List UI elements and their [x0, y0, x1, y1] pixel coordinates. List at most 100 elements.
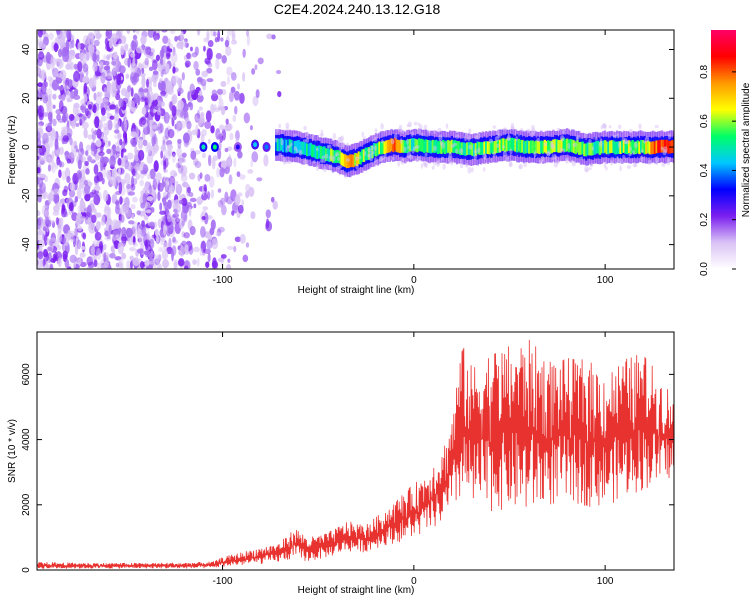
spectrogram-noise-cell [239, 92, 245, 104]
spectrogram-noise-cell [229, 132, 234, 141]
spectrogram-noise-cell [58, 169, 62, 179]
spectrogram-noise-cell [131, 213, 135, 220]
spectrogram-noise-cell [43, 36, 49, 46]
spectrogram-ridge-cell [366, 147, 369, 161]
spectrogram-noise-cell [168, 175, 176, 188]
spectrogram-noise-cell [145, 46, 152, 55]
snr-y-axis-label: SNR (10 * v/v) [7, 419, 18, 483]
spectrogram-noise-cell [120, 214, 125, 223]
spectrogram-noise-cell [579, 156, 583, 160]
spectrogram-ridge-cell [531, 140, 534, 154]
spectrogram-noise-cell [406, 123, 411, 128]
spectrogram-ridge-cell [581, 141, 584, 155]
spectrogram-y-tick-label: 20 [21, 92, 32, 104]
spectrogram-noise-cell [141, 75, 146, 88]
spectrogram-noise-cell [62, 250, 68, 260]
spectrogram-ridge-cell [507, 138, 510, 151]
spectrogram-ridge-cell [624, 141, 627, 154]
spectrogram-noise-cell [171, 152, 176, 163]
spectrogram-noise-cell [470, 167, 474, 173]
spectrogram-noise-cell [339, 145, 342, 152]
spectrogram-noise-cell [201, 70, 209, 78]
spectrogram-noise-cell [132, 34, 138, 41]
spectrogram-noise-cell [46, 245, 54, 253]
spectrogram-noise-cell [427, 129, 431, 134]
spectrogram-noise-cell [221, 54, 227, 64]
spectrogram-noise-cell [120, 88, 128, 97]
spectrogram-noise-cell [164, 201, 169, 211]
spectrogram-noise-cell [285, 126, 289, 131]
spectrogram-noise-cell [155, 235, 160, 244]
spectrogram-ridge-cell [455, 141, 459, 154]
spectrogram-ridge-cell [295, 140, 299, 154]
spectrogram-noise-cell [203, 45, 206, 52]
spectrogram-ridge-cell [586, 142, 590, 156]
spectrogram-noise-cell [114, 256, 122, 261]
spectrogram-x-ticks: -100 0 100 [213, 30, 614, 286]
spectrogram-noise-cell [250, 211, 256, 220]
spectrogram-noise-cell [140, 72, 146, 78]
spectrogram-ridge-cell [395, 139, 398, 153]
spectrogram-noise-cell [518, 163, 523, 170]
spectrogram-noise-cell [632, 150, 635, 155]
spectrogram-y-tick-label: 0 [21, 144, 32, 150]
spectrogram-noise-cell [654, 124, 659, 129]
spectrogram-noise-cell [218, 141, 222, 151]
spectrogram-noise-cell [59, 217, 64, 227]
spectrogram-noise-cell [92, 52, 97, 63]
spectrogram-noise-cell [78, 257, 82, 265]
spectrogram-noise-cell [157, 122, 163, 135]
spectrogram-noise-cell [154, 228, 159, 237]
spectrogram-noise-cell [148, 51, 154, 57]
spectrogram-noise-cell [415, 144, 420, 149]
spectrogram-noise-cell [153, 108, 156, 114]
spectrogram-noise-cell [45, 51, 51, 64]
spectrogram-ridge-cell [548, 141, 552, 154]
spectrogram-noise-cell [38, 144, 47, 156]
spectrogram-ridge-cell [509, 138, 512, 151]
spectrogram-noise-cell [245, 242, 250, 248]
spectrogram-noise-cell [165, 63, 170, 74]
spectrogram-noise-cell [108, 53, 115, 58]
spectrogram-noise-cell [37, 210, 41, 217]
snr-y-tick-label: 2000 [21, 493, 32, 516]
spectrogram-noise-cell [230, 86, 236, 93]
spectrogram-noise-cell [144, 57, 150, 66]
spectrogram-noise-cell [157, 63, 163, 72]
spectrogram-noise-cell [152, 70, 159, 76]
spectrogram-noise-cell [146, 78, 150, 88]
spectrogram-noise-cell [221, 204, 227, 216]
spectrogram-noise-cell [509, 160, 513, 167]
spectrogram-noise-cell [220, 197, 226, 206]
spectrogram-noise-cell [201, 215, 206, 221]
spectrogram-noise-cell [647, 159, 652, 166]
spectrogram-noise-cell [98, 241, 104, 252]
spectrogram-noise-cell [440, 156, 444, 161]
spectrogram-ridge-cell [660, 139, 664, 153]
spectrogram-noise-cell [141, 67, 145, 74]
spectrogram-noise-cell [135, 46, 143, 54]
spectrogram-noise-cell [112, 89, 117, 97]
spectrogram-noise-cell [374, 136, 378, 140]
spectrogram-noise-cell [380, 139, 384, 144]
spectrogram-noise-cell [437, 127, 442, 133]
spectrogram-noise-cell [115, 262, 120, 268]
spectrogram-noise-cell [145, 86, 153, 93]
spectrogram-noise-cell [37, 231, 44, 236]
spectrogram-ridge-cell [426, 140, 429, 153]
spectrogram-noise-cell [66, 97, 73, 102]
spectrogram-noise-cell [370, 145, 374, 151]
spectrogram-ridge-cell [650, 141, 653, 155]
spectrogram-noise-cell [210, 219, 216, 231]
spectrogram-noise-cell [311, 133, 315, 141]
spectrogram-noise-cell [199, 248, 204, 257]
snr-y-ticks: 0 2000 4000 6000 [21, 363, 674, 573]
spectrogram-noise-cell [139, 179, 145, 187]
spectrogram-noise-cell [556, 160, 560, 165]
spectrogram-noise-cell [167, 149, 174, 157]
spectrogram-noise-cell [114, 134, 122, 140]
spectrogram-noise-cell [87, 181, 93, 187]
spectrogram-noise-cell [603, 162, 607, 168]
spectrogram-ridge-cell [621, 140, 624, 154]
spectrogram-noise-cell [391, 156, 395, 161]
